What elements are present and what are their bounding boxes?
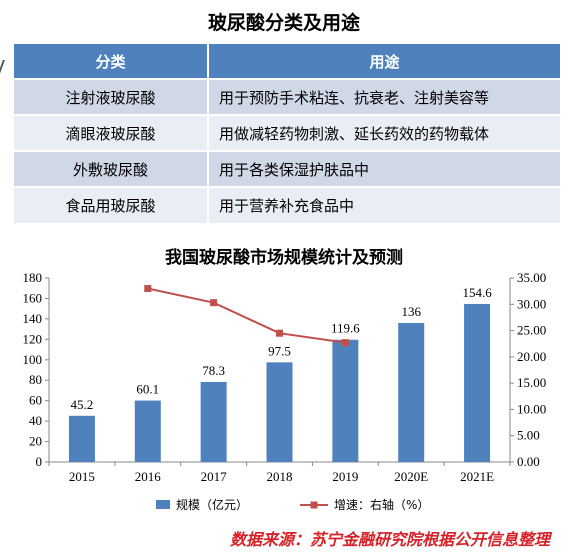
y-left-tick-label: 180	[23, 270, 43, 285]
table-row: 注射液玻尿酸 用于预防手术粘连、抗衰老、注射美容等	[14, 78, 560, 115]
row-use: 用于各类保湿护肤品中	[208, 150, 560, 187]
y-right-tick-label: 25.00	[517, 323, 546, 338]
x-tick-label: 2018	[267, 469, 293, 484]
source-note: 数据来源：苏宁金融研究院根据公开信息整理	[229, 530, 550, 549]
table-title: 玻尿酸分类及用途	[207, 12, 360, 34]
legend-line-marker	[310, 501, 318, 509]
legend-line-label: 增速：右轴（%）	[334, 497, 429, 512]
y-left-tick-label: 120	[23, 331, 43, 346]
growth-point	[210, 299, 218, 307]
legend-bar-swatch	[156, 500, 170, 509]
row-category: 滴眼液玻尿酸	[14, 114, 209, 151]
row-category: 外敷玻尿酸	[14, 150, 209, 187]
bar	[398, 322, 425, 462]
x-tick-label: 2019	[332, 469, 358, 484]
growth-line	[147, 287, 346, 344]
bar	[200, 381, 227, 462]
y-left-tick-label: 60	[29, 393, 42, 408]
bar	[464, 303, 491, 462]
x-tick-label: 2016	[135, 469, 162, 484]
y-right-tick-label: 35.00	[517, 270, 546, 285]
y-right-tick-label: 10.00	[517, 401, 546, 416]
x-tick-label: 2017	[201, 469, 228, 484]
bar-data-label: 97.5	[268, 343, 291, 358]
bar-data-label: 136	[401, 304, 421, 319]
bar-data-label: 119.6	[331, 321, 360, 336]
bar-data-label: 154.6	[462, 285, 492, 300]
market-size-chart: 0 20 40 60 80 100 120 140 160 180 0.00 5.00 10.00 15.…	[23, 270, 547, 512]
row-category: 注射液玻尿酸	[14, 78, 209, 115]
y-left-tick-label: 80	[29, 372, 42, 387]
table-header-row: 分类 用途	[14, 44, 560, 79]
bar	[134, 400, 161, 462]
x-tick-label: 2020E	[394, 469, 428, 484]
y-left-tick-label: 140	[23, 311, 43, 326]
bar	[332, 339, 359, 462]
x-tick-label: 2021E	[460, 469, 494, 484]
legend-bar-label: 规模（亿元）	[176, 497, 248, 512]
bar-data-label: 78.3	[202, 363, 225, 378]
bar-data-label: 45.2	[71, 397, 94, 412]
classification-table: 分类 用途 注射液玻尿酸 用于预防手术粘连、抗衰老、注射美容等 滴眼液玻尿酸 用…	[14, 44, 560, 223]
y-right-tick-label: 5.00	[517, 428, 540, 443]
y-right-tick-label: 0.00	[517, 454, 540, 469]
growth-point	[341, 339, 349, 347]
x-tick-label: 2015	[69, 469, 95, 484]
row-use: 用于预防手术粘连、抗衰老、注射美容等	[208, 78, 560, 115]
bar	[68, 415, 95, 462]
table-row: 滴眼液玻尿酸 用做减轻药物刺激、延长药效的药物载体	[14, 114, 560, 151]
table-row: 外敷玻尿酸 用于各类保湿护肤品中	[14, 150, 560, 187]
bar	[266, 362, 293, 462]
y-left-tick-label: 0	[36, 454, 43, 469]
y-right-tick-label: 30.00	[517, 296, 546, 311]
y-left-tick-label: 100	[23, 352, 43, 367]
header-category: 分类	[14, 44, 209, 79]
bar-data-label: 60.1	[136, 382, 159, 397]
growth-point	[144, 285, 152, 293]
row-use: 用于营养补充食品中	[208, 186, 560, 223]
y-right-tick-label: 15.00	[517, 375, 546, 390]
y-left-tick-label: 40	[29, 413, 42, 428]
y-left-tick-label: 20	[29, 434, 42, 449]
row-category: 食品用玻尿酸	[14, 186, 209, 223]
growth-point	[276, 329, 283, 337]
chart-title: 我国玻尿酸市场规模统计及预测	[165, 248, 403, 268]
edge-mark	[0, 60, 9, 76]
row-use: 用做减轻药物刺激、延长药效的药物载体	[208, 114, 560, 151]
header-use: 用途	[208, 44, 560, 79]
y-left-tick-label: 160	[23, 290, 43, 305]
y-right-tick-label: 20.00	[517, 349, 546, 364]
table-row: 食品用玻尿酸 用于营养补充食品中	[14, 186, 560, 223]
